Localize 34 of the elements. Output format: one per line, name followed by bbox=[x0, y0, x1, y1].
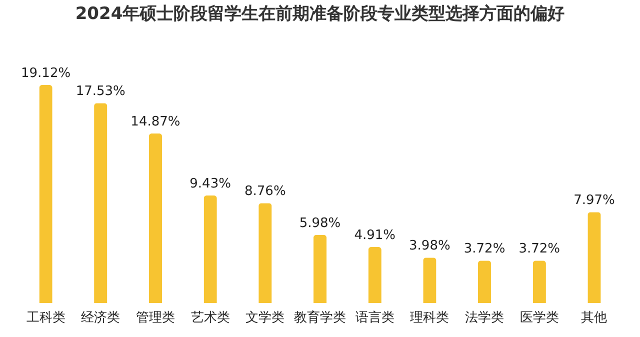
data-label: 7.97% bbox=[574, 193, 615, 208]
bar bbox=[204, 195, 217, 303]
bar bbox=[94, 103, 108, 303]
data-label: 5.98% bbox=[299, 216, 341, 231]
data-label: 14.87% bbox=[130, 114, 180, 130]
bar bbox=[148, 133, 162, 303]
data-label: 19.12% bbox=[20, 66, 71, 81]
x-tick-label: 工科类 bbox=[26, 310, 66, 326]
data-label: 3.72% bbox=[464, 242, 506, 257]
x-tick-label: 理科类 bbox=[410, 310, 450, 326]
x-tick-label: 语言类 bbox=[355, 310, 394, 326]
data-label: 3.72% bbox=[518, 242, 560, 257]
bar bbox=[313, 234, 327, 303]
data-label: 4.91% bbox=[354, 228, 396, 244]
bar bbox=[368, 247, 382, 303]
bar bbox=[39, 85, 52, 303]
x-tick-label: 管理类 bbox=[136, 310, 175, 326]
x-tick-label: 医学类 bbox=[520, 310, 559, 326]
x-tick-label: 教育学类 bbox=[294, 310, 346, 326]
bar bbox=[423, 258, 436, 303]
data-label: 9.43% bbox=[190, 176, 231, 192]
x-tick-label: 法学类 bbox=[465, 310, 504, 326]
data-label: 17.53% bbox=[76, 84, 126, 100]
bar bbox=[588, 212, 601, 303]
data-label: 3.98% bbox=[409, 238, 450, 254]
x-tick-label: 艺术类 bbox=[190, 310, 230, 326]
data-label: 8.76% bbox=[244, 184, 286, 200]
bar bbox=[258, 203, 272, 303]
bar bbox=[478, 260, 492, 303]
x-tick-label: 经济类 bbox=[81, 310, 120, 326]
bar bbox=[532, 260, 546, 303]
chart-title: 2024年硕士阶段留学生在前期准备阶段专业类型选择方面的偏好 bbox=[75, 4, 565, 24]
x-tick-label: 文学类 bbox=[246, 310, 285, 326]
x-tick-label: 其他 bbox=[581, 310, 608, 326]
